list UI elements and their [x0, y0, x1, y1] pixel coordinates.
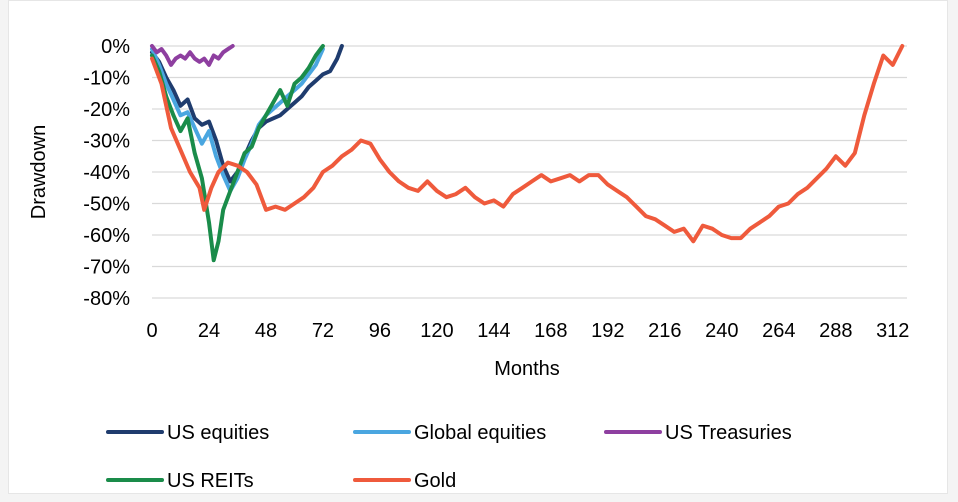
legend-label: Global equities — [414, 422, 546, 444]
legend-item: US REITs — [106, 470, 254, 492]
y-tick-label: -70% — [83, 257, 130, 279]
series-line-us-reits — [150, 44, 325, 263]
chart-canvas: 0% -10% -20% -30% -40% -50% -60% -70% -80% 0 24 48… — [8, 0, 948, 494]
legend-item: Global equities — [353, 422, 546, 444]
legend-label: Gold — [414, 470, 456, 492]
x-axis-title: Months — [494, 358, 560, 380]
y-tick-label: -80% — [83, 288, 130, 310]
legend-label: US equities — [167, 422, 269, 444]
x-tick-label: 120 — [420, 320, 453, 342]
x-tick-label: 192 — [591, 320, 624, 342]
y-axis-title: Drawdown — [28, 125, 50, 219]
x-tick-label: 96 — [369, 320, 391, 342]
x-tick-label: 240 — [705, 320, 738, 342]
x-tick-label: 288 — [819, 320, 852, 342]
y-tick-label: 0% — [101, 36, 130, 58]
y-tick-label: -10% — [83, 68, 130, 90]
x-tick-label: 72 — [312, 320, 334, 342]
legend-item: US equities — [106, 422, 269, 444]
x-tick-label: 264 — [762, 320, 795, 342]
legend-label: US REITs — [167, 470, 254, 492]
x-tick-label: 144 — [477, 320, 510, 342]
x-tick-label: 48 — [255, 320, 277, 342]
y-axis-ticks: 0% -10% -20% -30% -40% -50% -60% -70% -80% — [83, 36, 130, 310]
series-lines — [150, 44, 905, 263]
legend-label: US Treasuries — [665, 422, 792, 444]
x-tick-label: 24 — [198, 320, 220, 342]
y-tick-label: -60% — [83, 225, 130, 247]
x-tick-label: 168 — [534, 320, 567, 342]
y-tick-label: -50% — [83, 194, 130, 216]
x-tick-label: 312 — [876, 320, 909, 342]
gridlines — [152, 45, 907, 299]
y-tick-label: -20% — [83, 99, 130, 121]
series-line-gold — [150, 44, 905, 244]
series-line-us-treasuries — [150, 44, 235, 67]
legend: US equities Global equities US Treasuries U… — [106, 422, 792, 492]
legend-item: US Treasuries — [604, 422, 792, 444]
x-tick-label: 216 — [648, 320, 681, 342]
x-axis-ticks: 0 24 48 72 96 120 144 168 192 216 240 264 288 312 — [146, 320, 909, 342]
y-tick-label: -40% — [83, 162, 130, 184]
legend-item: Gold — [353, 470, 456, 492]
drawdown-chart: 0% -10% -20% -30% -40% -50% -60% -70% -80% 0 24 48… — [28, 36, 909, 492]
y-tick-label: -30% — [83, 131, 130, 153]
x-tick-label: 0 — [146, 320, 157, 342]
